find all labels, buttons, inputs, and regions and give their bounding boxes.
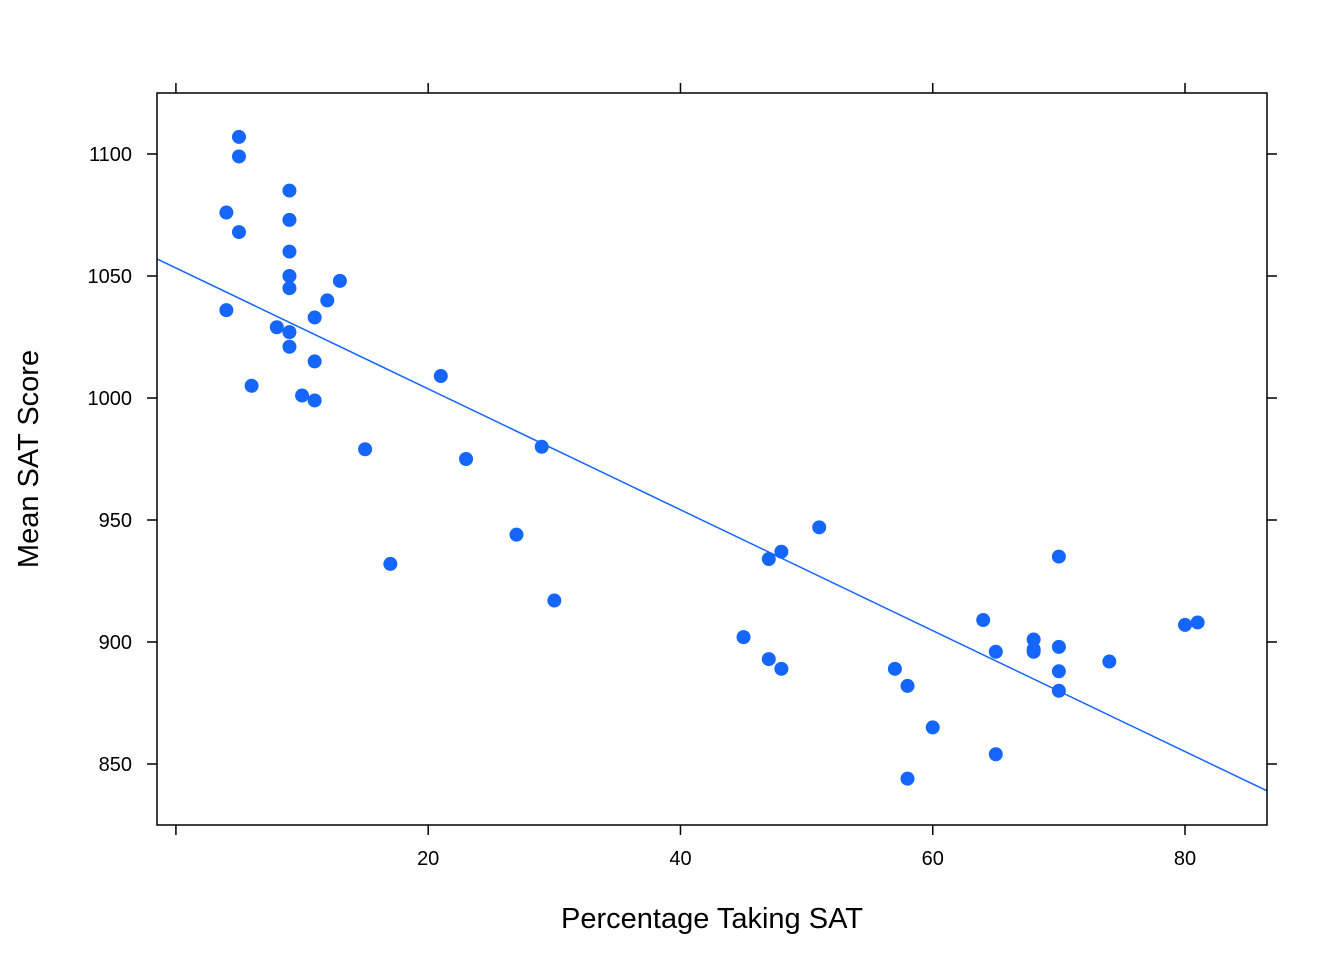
- data-point: [282, 183, 297, 198]
- x-tick-label: 20: [417, 848, 439, 870]
- data-point: [244, 378, 259, 393]
- data-point: [761, 652, 776, 667]
- regression-line: [156, 258, 1268, 792]
- data-point: [231, 149, 246, 164]
- data-point: [1051, 639, 1066, 654]
- data-point: [282, 339, 297, 354]
- data-point: [887, 661, 902, 676]
- data-point: [282, 281, 297, 296]
- data-point: [1051, 549, 1066, 564]
- data-point: [358, 442, 373, 457]
- y-tick-label: 1000: [88, 388, 133, 410]
- x-axis-title: Percentage Taking SAT: [561, 903, 863, 935]
- data-point: [774, 544, 789, 559]
- data-point: [509, 527, 524, 542]
- data-point: [1051, 664, 1066, 679]
- data-point: [1190, 615, 1205, 630]
- data-point: [761, 552, 776, 567]
- y-axis-title: Mean SAT Score: [13, 350, 45, 568]
- plot-frame: [156, 92, 1268, 826]
- data-point: [534, 439, 549, 454]
- data-point: [459, 452, 474, 466]
- data-point: [383, 556, 398, 571]
- data-point: [976, 613, 991, 628]
- data-point: [282, 325, 297, 340]
- data-point: [282, 269, 297, 283]
- y-tick-label: 850: [99, 754, 132, 776]
- data-point: [282, 212, 297, 227]
- data-point: [332, 273, 347, 288]
- data-point: [282, 244, 297, 259]
- data-point: [900, 771, 915, 786]
- data-point: [219, 205, 234, 220]
- x-tick-label: 40: [669, 848, 691, 870]
- y-tick-label: 900: [99, 632, 132, 654]
- data-point: [307, 310, 322, 325]
- data-point: [1178, 617, 1193, 632]
- data-points: [219, 129, 1205, 786]
- data-point: [231, 225, 246, 240]
- axis-ticks: [147, 83, 1277, 835]
- data-point: [320, 293, 335, 308]
- data-point: [1026, 632, 1041, 647]
- regression-line-group: [156, 258, 1268, 792]
- data-point: [774, 661, 789, 676]
- data-point: [295, 388, 310, 403]
- data-point: [988, 747, 1003, 762]
- data-point: [812, 520, 827, 535]
- data-point: [269, 320, 284, 335]
- data-point: [1102, 654, 1117, 669]
- data-point: [433, 369, 448, 384]
- data-point: [1026, 644, 1041, 659]
- data-point: [925, 720, 940, 735]
- x-tick-label: 80: [1174, 848, 1196, 870]
- data-point: [231, 129, 246, 144]
- y-tick-label: 1100: [89, 144, 132, 166]
- y-tick-label: 950: [99, 510, 132, 532]
- data-point: [307, 354, 322, 369]
- data-point: [547, 593, 562, 608]
- y-tick-label: 1050: [88, 266, 133, 288]
- tick-labels: 20 40 60 80 850 900 950 1000 1050 1100: [88, 144, 1197, 870]
- data-point: [736, 630, 751, 645]
- data-point: [307, 393, 322, 408]
- data-point: [219, 303, 234, 318]
- data-point: [988, 644, 1003, 659]
- x-tick-label: 60: [922, 848, 944, 870]
- data-point: [900, 678, 915, 693]
- data-point: [1051, 683, 1066, 698]
